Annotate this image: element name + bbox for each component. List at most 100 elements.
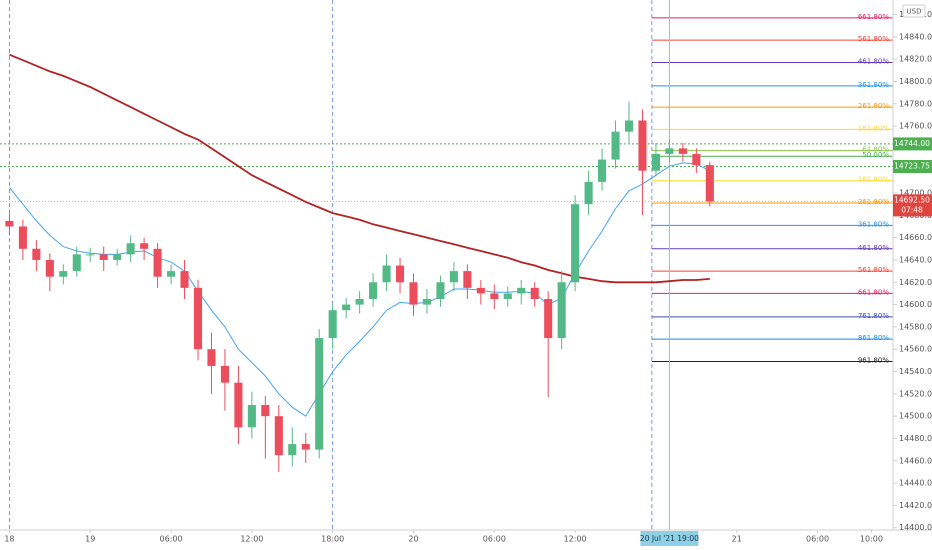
fib-label: 261.80%: [858, 102, 889, 110]
fib-label: 461.80%: [858, 244, 889, 252]
x-tick-label: 20: [408, 535, 418, 544]
fib-label: 561.80%: [858, 35, 889, 43]
x-tick-label: 10:00: [860, 535, 883, 544]
fib-label: 861.80%: [858, 334, 889, 342]
x-tick-label: 06:00: [806, 535, 829, 544]
candle-body: [544, 299, 553, 339]
y-tick-label: 14600.00: [899, 300, 932, 309]
countdown: 07:48: [901, 205, 923, 214]
candle-body: [692, 153, 701, 166]
price-tag-label: 14744.00: [894, 139, 930, 148]
candle-body: [355, 299, 364, 305]
candle-body: [624, 120, 634, 132]
x-tick-label: 21: [732, 535, 742, 544]
candle-body: [180, 271, 189, 288]
fib-label: 261.80%: [858, 198, 889, 206]
crosshair-label: 20 Jul '21 19:00: [640, 534, 699, 543]
candle-body: [153, 248, 162, 277]
candle-body: [167, 271, 176, 277]
x-tick-label: 12:00: [240, 535, 263, 544]
candle-body: [449, 271, 458, 283]
candle-body: [261, 405, 270, 417]
candle-body: [422, 299, 432, 305]
y-tick-label: 14460.00: [899, 456, 932, 465]
y-tick-label: 14700.00: [899, 189, 932, 198]
candle-body: [32, 248, 41, 260]
candle-body: [678, 148, 687, 154]
candle-body: [342, 304, 351, 311]
candle-body: [665, 148, 674, 154]
y-tick-label: 14840.00: [899, 32, 932, 41]
candle-body: [140, 243, 149, 249]
last-price-tag: [893, 194, 932, 217]
candle-body: [571, 204, 580, 283]
y-tick-label: 14780.00: [899, 99, 932, 108]
y-tick-label: 14800.00: [899, 77, 932, 86]
candle-body: [207, 349, 216, 366]
x-tick-label: 12:00: [564, 535, 587, 544]
candle-body: [126, 243, 135, 255]
x-tick-label: 18: [4, 535, 14, 544]
fib-label: 661.80%: [858, 13, 889, 21]
plot-area: 661.80% 561.80% 461.80% 361.80% 261.80% 161.8…: [0, 0, 893, 530]
candle-body: [274, 416, 283, 456]
fib-label: 461.80%: [858, 57, 889, 65]
crosshair-tag: [640, 531, 699, 546]
candle-body: [409, 282, 418, 305]
y-tick-label: 14480.00: [899, 434, 932, 443]
candle-body: [598, 159, 607, 182]
candle-body: [530, 287, 539, 300]
candle-body: [557, 282, 566, 339]
candle-body: [611, 131, 620, 160]
fib-label: 761.80%: [858, 312, 889, 320]
price-tag-label: 14723.75: [894, 162, 930, 171]
fib-label: 161.80%: [858, 176, 889, 184]
y-tick-label: 14760.00: [899, 122, 932, 131]
axes: 14400.00 14420.00 14440.00 14460.00 14480.00…: [4, 10, 932, 546]
fib-label: 561.80%: [858, 266, 889, 274]
currency-box: [902, 4, 926, 18]
y-tick-label: 14560.00: [899, 345, 932, 354]
fib-label: 161.80%: [858, 124, 889, 132]
y-tick-label: 14640.00: [899, 255, 932, 264]
y-tick-label: 14520.00: [899, 389, 932, 398]
candle-body: [651, 153, 660, 171]
candle-body: [288, 444, 297, 456]
candle-body: [113, 254, 122, 260]
candle-body: [59, 271, 68, 277]
candle-body: [328, 310, 337, 339]
price-tag: [893, 160, 932, 174]
candle-body: [369, 282, 378, 300]
candle-body: [463, 271, 472, 288]
candle-body: [503, 293, 512, 300]
price-tag: [893, 137, 932, 151]
x-tick-label: 18:00: [321, 535, 344, 544]
x-tick-label: 06:00: [483, 535, 506, 544]
y-tick-label: 14540.00: [899, 367, 932, 376]
y-tick-label: 14660.00: [899, 233, 932, 242]
y-tick-label: 14500.00: [899, 412, 932, 421]
currency: USD: [907, 8, 922, 16]
candle-body: [490, 293, 499, 300]
candle-body: [86, 254, 95, 256]
candle-body: [220, 365, 229, 383]
candle-body: [247, 405, 256, 428]
x-tick-label: 19: [85, 535, 95, 544]
candle-body: [315, 338, 324, 450]
y-tick-label: 14820.00: [899, 55, 932, 64]
candle-body: [72, 254, 81, 272]
candle-body: [234, 382, 243, 428]
y-tick-label: 14420.00: [899, 501, 932, 510]
candle-body: [436, 282, 445, 300]
last-price-label: 14692.50: [894, 195, 930, 204]
y-tick-label: 14400.00: [899, 523, 932, 532]
fib-label: 50.00%: [862, 151, 889, 159]
candle-body: [99, 254, 108, 260]
moving-average: [9, 53, 710, 284]
candle-body: [45, 259, 54, 277]
fib-label: 361.80%: [858, 220, 889, 228]
candle-body: [517, 287, 526, 294]
candle-body: [301, 444, 310, 450]
candle-body: [382, 265, 391, 283]
